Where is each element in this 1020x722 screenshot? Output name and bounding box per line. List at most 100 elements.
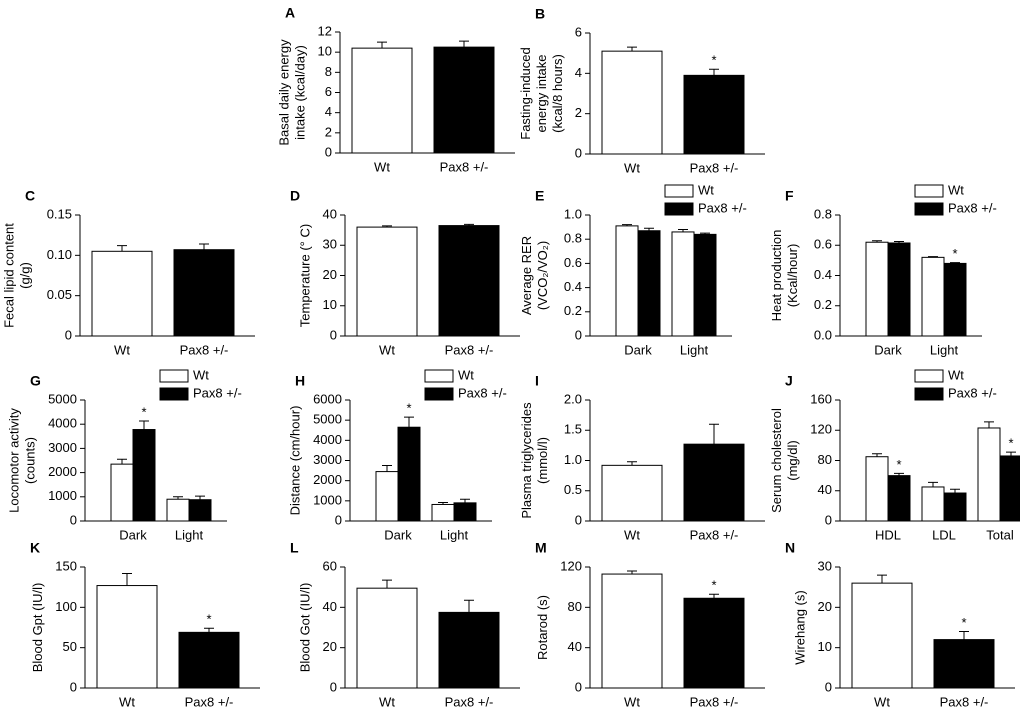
bar [693, 233, 717, 337]
y-tick-label: 40 [323, 599, 337, 614]
x-tick-label: Light [440, 527, 469, 542]
panel-label: E [535, 188, 544, 204]
bar [453, 502, 477, 522]
error-bar [872, 240, 882, 243]
y-tick-label: 1000 [48, 488, 77, 503]
bar [933, 639, 995, 689]
y-tick-label: 4000 [313, 432, 342, 447]
y-tick-label: 0 [575, 145, 582, 160]
y-axis-label: Average RER [519, 236, 534, 315]
y-tick-label: 0 [70, 512, 77, 527]
significance-marker: * [1008, 436, 1013, 451]
x-tick-label: Pax8 +/- [940, 694, 989, 709]
bar [683, 443, 745, 522]
bar [921, 256, 945, 337]
error-bar [464, 223, 474, 226]
bar [671, 231, 695, 337]
bar [188, 499, 212, 522]
y-axis-label: Wirehang (s) [792, 590, 807, 664]
error-bar [117, 458, 127, 465]
y-tick-label: 0.8 [814, 206, 832, 221]
y-tick-label: 30 [323, 237, 337, 252]
y-tick-label: 6000 [313, 391, 342, 406]
y-axis-label: Fecal lipid content [1, 223, 16, 328]
y-axis-label: Heat production [769, 230, 784, 322]
y-tick-label: 50 [63, 639, 77, 654]
x-tick-label: Pax8 +/- [185, 694, 234, 709]
y-tick-label: 120 [810, 422, 832, 437]
y-tick-label: 100 [55, 599, 77, 614]
y-tick-label: 40 [818, 482, 832, 497]
panel-label: H [295, 373, 305, 389]
y-tick-label: 160 [810, 391, 832, 406]
y-tick-label: 10 [318, 44, 332, 59]
y-tick-label: 80 [818, 452, 832, 467]
x-tick-label: Pax8 +/- [445, 342, 494, 357]
legend-label: Pax8 +/- [458, 385, 507, 400]
bar [178, 631, 240, 689]
y-tick-label: 80 [568, 599, 582, 614]
bar [96, 585, 158, 689]
y-axis-label: Temperature (° C) [297, 224, 312, 327]
significance-marker: * [711, 53, 716, 68]
y-axis-label: Basal daily energy [276, 39, 291, 146]
bar [865, 241, 889, 337]
panel: F 0.0 0.2 0.4 0.6 0.8 Heat production (Kcal/hou… [769, 182, 997, 357]
y-tick-label: 0 [330, 679, 337, 694]
x-tick-label: LDL [932, 527, 956, 542]
y-tick-label: 150 [55, 558, 77, 573]
error-bar [928, 481, 938, 487]
y-axis-label: Locomotor activity [6, 408, 21, 513]
legend-swatch [914, 369, 944, 383]
significance-marker: * [206, 612, 211, 627]
bar [601, 464, 663, 522]
x-tick-label: Dark [384, 527, 412, 542]
error-bar [382, 465, 392, 472]
y-axis-label: Rotarod (s) [535, 595, 550, 660]
bar [438, 611, 500, 689]
y-tick-label: 0 [575, 512, 582, 527]
significance-marker: * [141, 404, 146, 419]
y-tick-label: 0 [575, 327, 582, 342]
x-tick-label: Wt [114, 342, 130, 357]
error-bar [709, 593, 719, 599]
bar [683, 597, 745, 689]
y-tick-label: 1.5 [564, 422, 582, 437]
bar [943, 492, 967, 522]
bar [865, 456, 889, 522]
y-axis-label: Distance (cm/hour) [287, 406, 302, 516]
bar [375, 471, 399, 522]
bar [132, 429, 156, 522]
bar [921, 486, 945, 522]
error-bar [627, 570, 637, 575]
y-tick-label: 1.0 [564, 206, 582, 221]
y-axis-label: (kcal/8 hours) [550, 54, 565, 133]
panel-label: C [25, 188, 35, 204]
significance-marker: * [952, 246, 957, 261]
bar [91, 250, 153, 337]
x-tick-label: Light [680, 342, 709, 357]
y-tick-label: 2 [325, 124, 332, 139]
y-tick-label: 1.0 [564, 452, 582, 467]
x-tick-label: Pax8 +/- [690, 694, 739, 709]
x-tick-label: Dark [624, 342, 652, 357]
x-tick-label: Wt [624, 160, 640, 175]
bar [356, 587, 418, 689]
panel-label: J [785, 373, 793, 389]
y-tick-label: 30 [818, 558, 832, 573]
bar [351, 47, 413, 154]
x-tick-label: Wt [379, 342, 395, 357]
bar [615, 225, 639, 337]
y-tick-label: 40 [323, 206, 337, 221]
panel: L 0 20 40 60 Blood Got (IU/l) Wt Pax8 +/- [290, 540, 520, 709]
y-tick-label: 0 [575, 679, 582, 694]
y-tick-label: 120 [560, 558, 582, 573]
x-tick-label: Pax8 +/- [180, 342, 229, 357]
error-bar [204, 627, 214, 633]
panel-label: M [535, 540, 547, 556]
x-tick-label: Wt [624, 694, 640, 709]
panel-label: F [785, 188, 794, 204]
x-tick-label: Dark [119, 527, 147, 542]
y-axis-label: (counts) [22, 437, 37, 484]
